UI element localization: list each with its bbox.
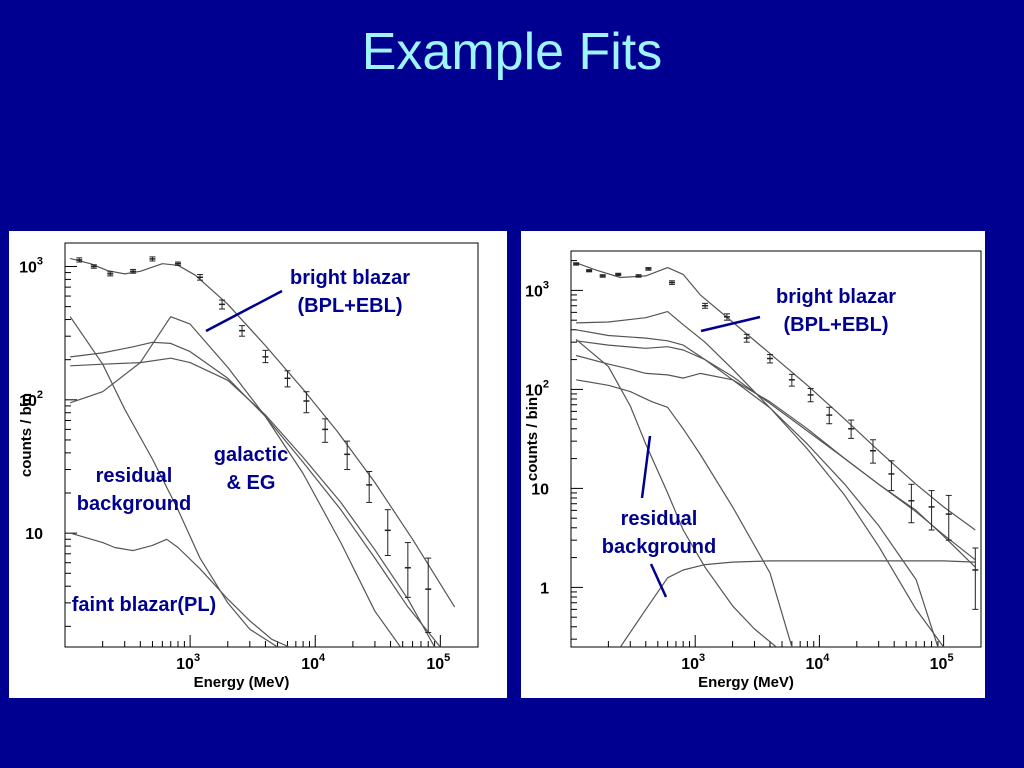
annotation-line: faint blazar(PL) — [71, 594, 217, 616]
annotation-line: residual — [620, 508, 698, 530]
fit-curve-3 — [576, 340, 976, 561]
annotation-line: background — [76, 493, 192, 515]
data-point — [972, 547, 979, 610]
data-point — [888, 460, 895, 492]
x-tick-label: 105 — [930, 652, 954, 673]
data-point — [826, 406, 833, 425]
data-point — [174, 261, 181, 266]
x-tick-label: 105 — [426, 652, 450, 673]
fit-curves — [69, 257, 456, 647]
data-point — [668, 280, 675, 285]
data-point — [197, 274, 204, 281]
annotation-galactic-eg: galactic & EG — [196, 441, 306, 497]
annotation-bright-blazar-right: bright blazar (BPL+EBL) — [748, 283, 924, 339]
y-tick-label: 1 — [540, 580, 549, 597]
y-axis-label: counts / bin — [524, 397, 541, 481]
data-point — [366, 470, 373, 503]
annotation-line: bright blazar — [775, 286, 896, 308]
data-point — [807, 388, 814, 403]
data-point — [384, 509, 391, 556]
annotation-line: (BPL+EBL) — [783, 314, 889, 336]
fit-curve-3 — [70, 357, 436, 647]
annotation-residual-background-left: residual background — [56, 462, 212, 518]
data-point — [149, 256, 156, 262]
x-axis-label: Energy (MeV) — [698, 674, 794, 691]
data-point — [425, 557, 432, 633]
data-point — [945, 494, 952, 541]
fit-curve-2 — [70, 341, 441, 647]
fit-curve-4 — [575, 354, 976, 568]
x-tick-label: 104 — [301, 652, 326, 673]
fit-curve-4 — [69, 316, 278, 647]
data-point — [90, 264, 97, 269]
annotation-line: background — [601, 536, 717, 558]
data-point — [322, 418, 329, 443]
data-point — [908, 483, 915, 524]
fit-curve-1 — [576, 311, 945, 647]
y-tick-label: 103 — [19, 255, 43, 276]
data-point — [107, 271, 114, 277]
annotation-faint-blazar: faint blazar(PL) — [46, 591, 242, 619]
data-point — [573, 262, 580, 266]
data-point — [615, 272, 622, 277]
y-tick-label: 102 — [525, 378, 549, 399]
data-point — [635, 274, 642, 278]
data-point — [284, 370, 291, 388]
data-point — [766, 354, 773, 364]
slide-title: Example Fits — [361, 23, 663, 81]
data-point — [130, 268, 137, 274]
y-tick-label: 10 — [25, 526, 43, 543]
x-axis-label: Energy (MeV) — [194, 674, 290, 691]
x-tick-label: 103 — [176, 652, 200, 673]
data-point — [586, 269, 593, 273]
data-point — [869, 439, 876, 464]
annotation-line: (BPL+EBL) — [297, 295, 403, 317]
x-tick-label: 103 — [681, 652, 705, 673]
data-point — [344, 440, 351, 471]
data-point — [303, 391, 310, 414]
annotation-line: & EG — [226, 472, 276, 494]
data-points — [76, 256, 432, 633]
fit-curve-6 — [575, 338, 777, 647]
y-tick-label: 10 — [531, 481, 549, 498]
data-point — [848, 419, 855, 439]
data-point — [404, 542, 411, 598]
x-tick-label: 104 — [805, 652, 830, 673]
fit-curve-7 — [619, 560, 976, 647]
annotation-line: residual — [95, 465, 173, 487]
data-point — [788, 373, 795, 387]
data-point — [702, 302, 709, 309]
y-tick-label: 102 — [19, 389, 43, 410]
data-point — [645, 267, 652, 271]
data-point — [76, 257, 83, 263]
annotation-line: bright blazar — [289, 267, 410, 289]
annotation-bright-blazar-left: bright blazar (BPL+EBL) — [262, 264, 438, 320]
y-axis-label: counts / bin — [18, 393, 35, 477]
data-point — [743, 333, 750, 343]
data-point — [928, 490, 935, 531]
plot-frame — [64, 242, 479, 648]
fit-curve-1 — [70, 316, 401, 647]
data-point — [262, 349, 269, 364]
annotation-line: galactic — [213, 444, 289, 466]
fit-curve-5 — [70, 532, 290, 647]
annotation-residual-background-right: residual background — [581, 505, 737, 561]
fit-curve-0 — [70, 257, 456, 608]
fit-curve-5 — [575, 379, 793, 647]
y-tick-label: 103 — [525, 279, 549, 300]
data-point — [239, 325, 246, 337]
fit-curves — [575, 262, 976, 647]
data-point — [599, 274, 606, 278]
